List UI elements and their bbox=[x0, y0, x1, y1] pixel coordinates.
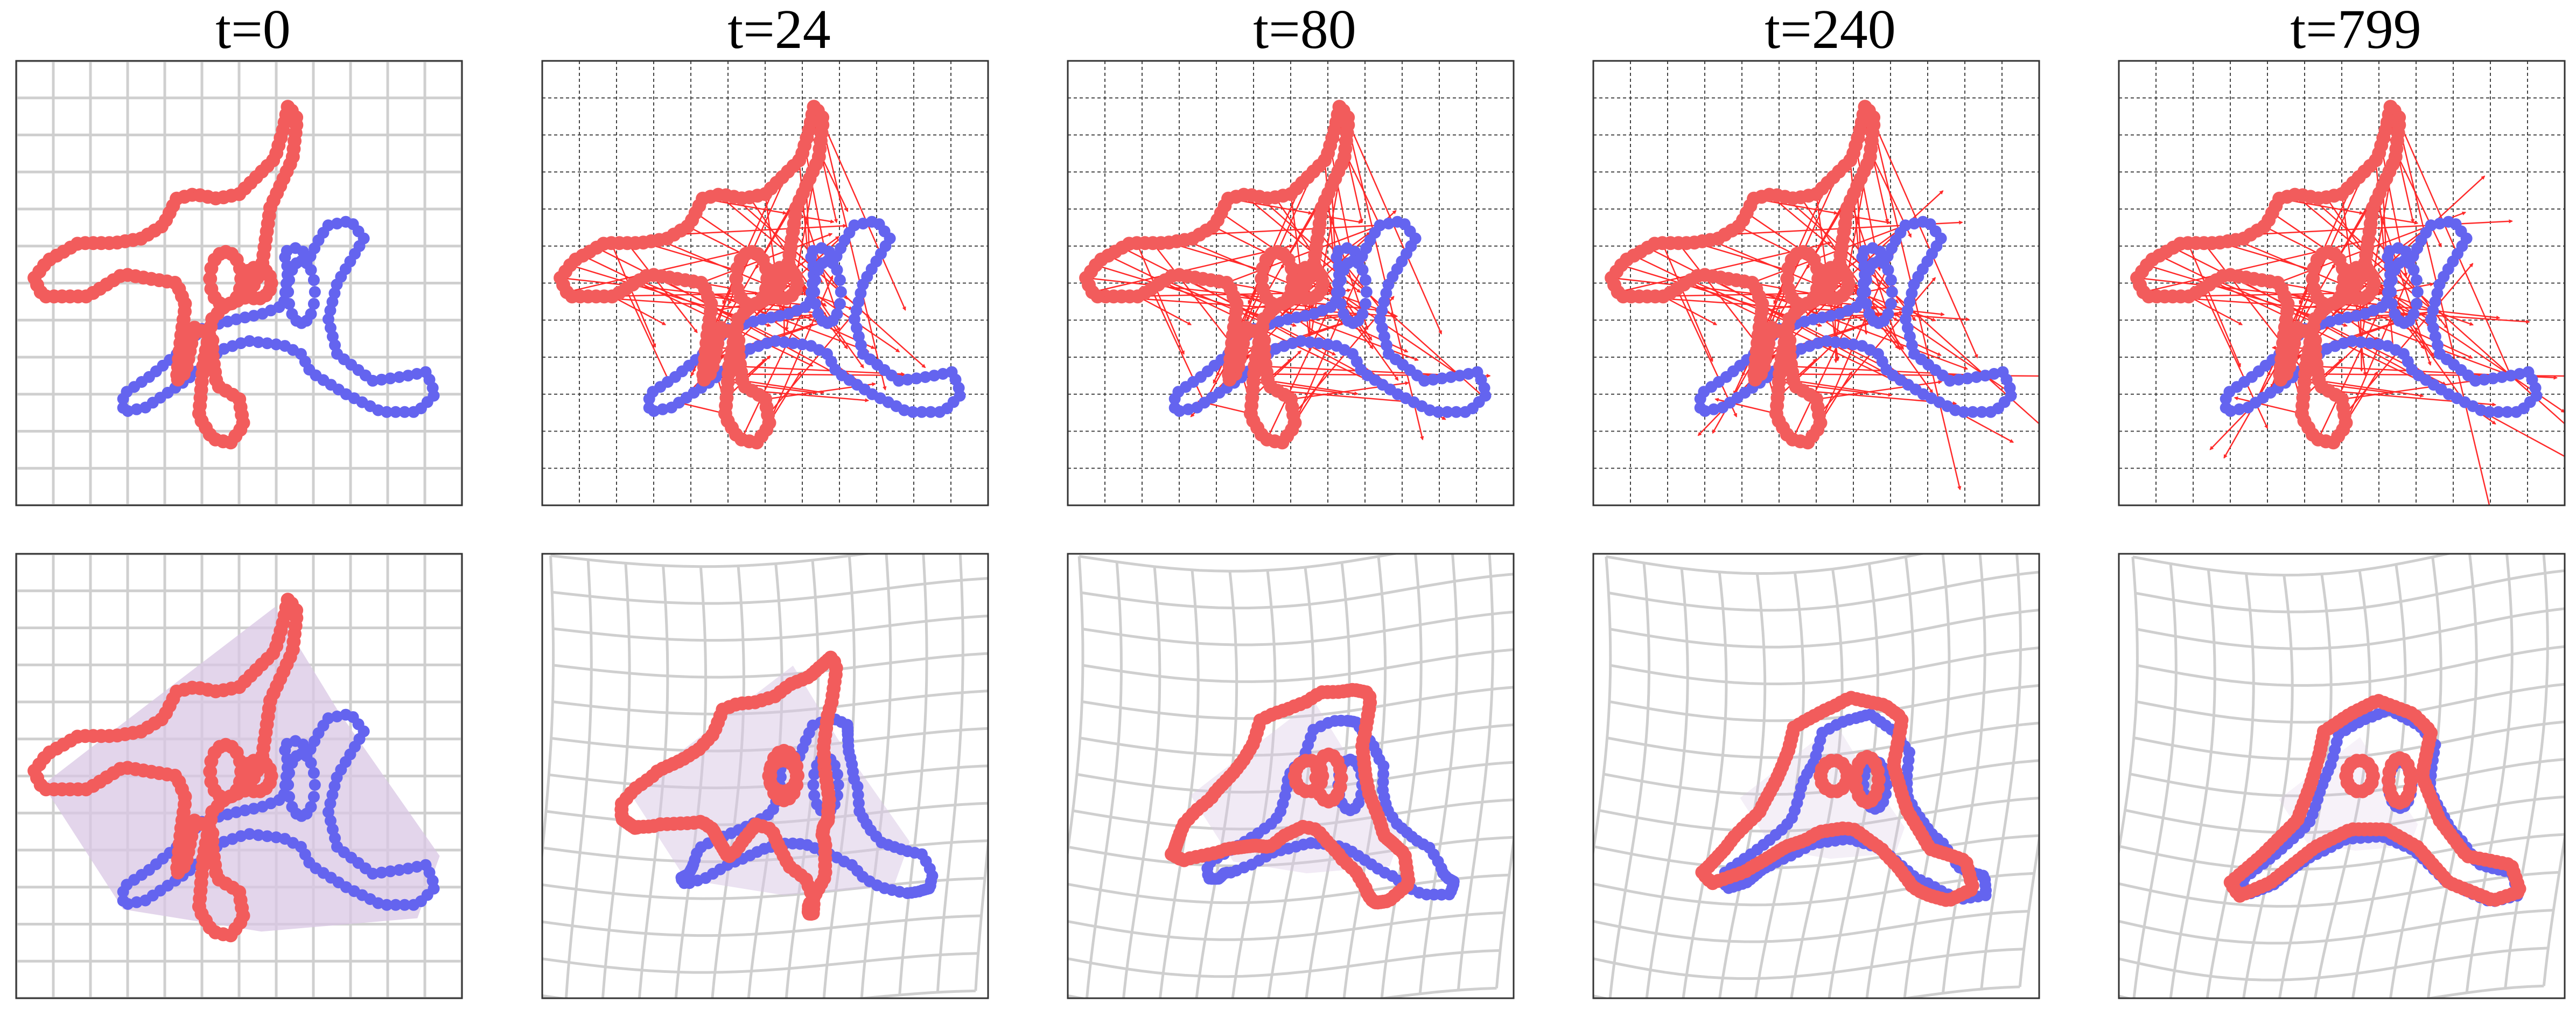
column-title-t24: t=24 bbox=[727, 0, 831, 60]
panel-frame bbox=[1067, 60, 1515, 506]
panel-frame bbox=[541, 553, 989, 999]
source-points bbox=[27, 593, 304, 943]
source-points bbox=[1605, 100, 1881, 450]
panel-r1-c2 bbox=[1067, 553, 1515, 999]
panel-frame bbox=[15, 553, 463, 999]
grid-lines bbox=[2119, 554, 2565, 998]
panel-r0-c2 bbox=[1067, 60, 1515, 506]
source-points bbox=[554, 100, 830, 450]
column-title-t799: t=799 bbox=[2290, 0, 2421, 60]
panel-r0-c4 bbox=[2118, 60, 2566, 506]
panel-r1-c1 bbox=[541, 553, 989, 999]
grid-lines bbox=[1593, 554, 2039, 998]
source-points bbox=[1079, 100, 1355, 450]
target-points bbox=[117, 708, 440, 911]
panel-frame bbox=[1592, 553, 2040, 999]
grid-lines bbox=[542, 554, 988, 998]
grid-lines bbox=[16, 61, 462, 505]
source-points bbox=[614, 650, 843, 921]
panel-r1-c4 bbox=[2118, 553, 2566, 999]
panel-frame bbox=[2118, 553, 2566, 999]
panel-r0-c1 bbox=[541, 60, 989, 506]
panel-r0-c0 bbox=[15, 60, 463, 506]
source-points bbox=[1695, 691, 1979, 907]
panel-r1-c0 bbox=[15, 553, 463, 999]
target-points bbox=[1201, 714, 1460, 901]
panel-frame bbox=[541, 60, 989, 506]
source-points bbox=[1165, 683, 1416, 910]
panel-frame bbox=[1067, 553, 1515, 999]
column-title-t0: t=0 bbox=[215, 0, 291, 60]
column-title-t240: t=240 bbox=[1765, 0, 1896, 60]
source-points bbox=[2223, 694, 2526, 907]
source-points bbox=[2130, 100, 2406, 450]
panel-frame bbox=[2118, 60, 2566, 506]
panel-r0-c3 bbox=[1592, 60, 2040, 506]
panel-r1-c3 bbox=[1592, 553, 2040, 999]
panel-frame bbox=[15, 60, 463, 506]
column-title-t80: t=80 bbox=[1253, 0, 1356, 60]
source-points bbox=[27, 100, 304, 450]
panel-frame bbox=[1592, 60, 2040, 506]
